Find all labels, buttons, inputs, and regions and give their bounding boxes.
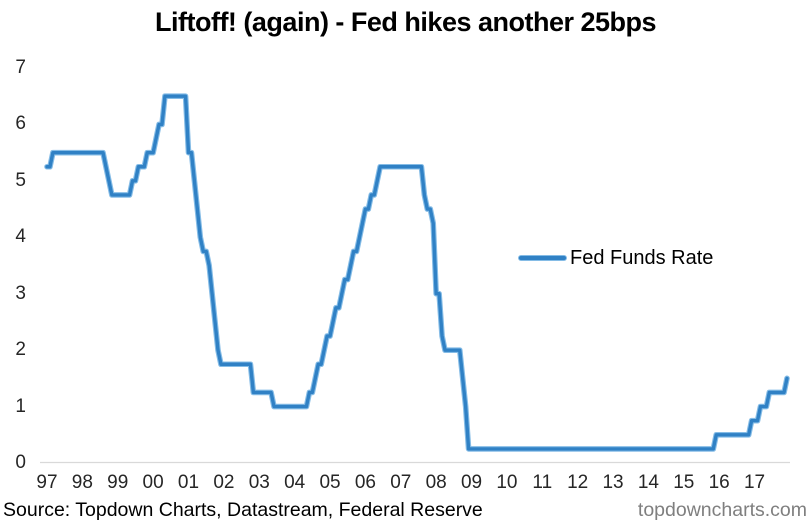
- y-tick-label: 7: [15, 57, 26, 78]
- chart-title: Liftoff! (again) - Fed hikes another 25b…: [154, 7, 657, 37]
- legend-label: Fed Funds Rate: [570, 246, 714, 269]
- x-tick-label: 05: [319, 472, 341, 493]
- y-tick-label: 0: [15, 452, 26, 473]
- y-tick-label: 1: [15, 395, 26, 417]
- x-tick-label: 15: [673, 472, 695, 493]
- x-tick-label: 08: [425, 472, 447, 493]
- x-tick-label: 99: [107, 472, 129, 493]
- y-tick-label: 6: [15, 113, 26, 135]
- x-tick-label: 01: [177, 472, 200, 493]
- x-tick-label: 09: [460, 472, 483, 493]
- fed-funds-rate-line: [45, 94, 789, 451]
- y-tick-label: 5: [15, 169, 26, 191]
- x-tick-label: 00: [142, 472, 164, 493]
- x-tick-label: 13: [602, 472, 624, 493]
- legend: Fed Funds Rate: [518, 247, 713, 269]
- y-tick-label: 4: [15, 226, 26, 248]
- x-tick-label: 98: [71, 472, 93, 493]
- x-tick-label: 10: [496, 472, 518, 493]
- x-tick-label: 17: [743, 472, 766, 493]
- x-tick-label: 07: [390, 472, 412, 493]
- x-tick-label: 02: [213, 472, 235, 493]
- source-text: Source: Topdown Charts, Datastream, Fede…: [3, 499, 483, 521]
- legend-line-swatch: [518, 255, 567, 261]
- x-tick-label: 06: [354, 472, 376, 493]
- x-tick-label: 04: [284, 472, 306, 493]
- x-tick-label: 14: [637, 472, 659, 493]
- y-tick-label: 3: [15, 282, 26, 304]
- x-tick-label: 03: [248, 472, 270, 493]
- x-tick-label: 97: [36, 472, 58, 493]
- fed-funds-rate-line-edge: [44, 93, 790, 452]
- x-tick-label: 16: [708, 472, 730, 493]
- x-tick-label: 11: [532, 472, 553, 493]
- watermark-text: topdowncharts.com: [637, 499, 807, 521]
- y-tick-label: 2: [15, 339, 26, 361]
- x-tick-label: 12: [567, 472, 589, 493]
